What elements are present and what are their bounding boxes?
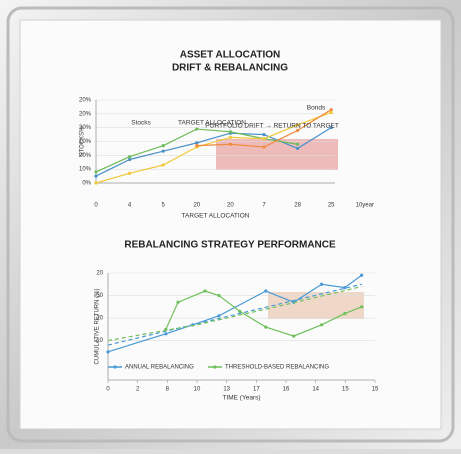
x-tick-label: 15	[372, 387, 379, 393]
marker	[320, 323, 324, 327]
x-tick-label: 10year	[356, 203, 374, 209]
y-axis-label: STOCKS%	[80, 126, 86, 157]
legend-label: ANNUAL REBALANCING	[125, 365, 194, 371]
marker	[217, 314, 221, 318]
x-tick-label: 8	[166, 387, 170, 393]
legend-marker	[213, 365, 217, 369]
annotation: Stocks	[131, 120, 151, 127]
marker	[262, 145, 266, 149]
marker	[264, 289, 268, 293]
y-tick-label: 0%	[82, 181, 91, 187]
marker	[329, 126, 333, 130]
marker	[296, 123, 300, 127]
series-line	[165, 290, 362, 337]
series-line	[107, 283, 362, 346]
marker	[195, 127, 199, 131]
marker	[176, 300, 180, 304]
marker	[262, 132, 266, 137]
marker	[128, 171, 132, 175]
marker	[94, 181, 98, 185]
marker	[195, 141, 199, 145]
chart-title: ASSET ALLOCATION	[180, 50, 281, 61]
marker	[217, 293, 221, 298]
shaded-region	[268, 292, 364, 319]
x-tick-label: 0	[106, 387, 110, 393]
x-tick-label: 0	[94, 203, 98, 209]
marker	[296, 142, 300, 146]
x-tick-label: 20	[227, 203, 234, 209]
marker	[329, 108, 333, 112]
marker	[360, 273, 364, 277]
marker	[94, 174, 98, 178]
y-tick-label: 20	[96, 271, 103, 277]
marker	[228, 130, 232, 134]
x-tick-label: 5	[162, 203, 166, 209]
marker	[264, 325, 268, 329]
panel	[19, 19, 442, 430]
x-tick-label: 15	[342, 387, 349, 393]
chart-title: DRIFT & REBALANCING	[172, 63, 288, 74]
series-line	[95, 127, 332, 177]
marker	[292, 334, 296, 338]
x-axis-label: TIME (Years)	[222, 395, 260, 402]
marker	[195, 144, 199, 148]
chart-title: REBALANCING STRATEGY PERFORMANCE	[124, 240, 336, 251]
marker	[228, 135, 232, 139]
marker	[343, 286, 347, 290]
frame-ornament	[6, 6, 455, 443]
x-tick-label: 2	[136, 387, 140, 393]
marker	[203, 289, 207, 293]
x-tick-label: 17	[253, 387, 260, 393]
y-tick-label: 20	[96, 316, 103, 322]
marker	[94, 170, 98, 174]
annotation: Bonds	[307, 105, 326, 112]
marker	[320, 282, 324, 286]
legend-marker	[113, 365, 117, 369]
marker	[360, 305, 364, 309]
x-axis-label: TARGET ALLOCATION	[182, 213, 250, 220]
annotation: TARGET ALLOCATION	[178, 120, 246, 127]
marker	[296, 146, 300, 151]
y-tick-label: 20%	[79, 111, 92, 117]
annotation: PORTFOLIO DRIFT → RETURN TO TARGET	[205, 123, 339, 130]
y-tick-label: 10	[96, 338, 103, 344]
marker	[296, 128, 300, 133]
y-tick-label: 10%	[79, 167, 92, 173]
x-tick-label: 16	[283, 387, 290, 393]
marker	[238, 309, 242, 313]
marker	[128, 155, 132, 159]
y-axis-label: CUMULATIVE RETURN (%)	[95, 289, 101, 365]
y-tick-label: 10%	[79, 139, 92, 145]
marker	[106, 350, 110, 354]
y-tick-label: 30	[96, 293, 103, 299]
series-line	[95, 111, 332, 184]
x-tick-label: 7	[262, 203, 266, 209]
x-tick-label: 10	[194, 387, 201, 393]
x-tick-label: 25	[328, 203, 335, 209]
y-tick-label: 30%	[79, 125, 92, 131]
y-tick-label: 20%	[79, 153, 92, 159]
x-tick-label: 13	[223, 387, 230, 393]
x-tick-label: 4	[128, 203, 132, 209]
marker	[329, 110, 333, 115]
marker	[161, 144, 165, 148]
marker	[164, 332, 168, 336]
series-line	[107, 285, 362, 342]
shaded-region	[216, 139, 338, 170]
marker	[128, 157, 132, 162]
marker	[343, 311, 347, 316]
y-tick-label: 20%	[79, 98, 92, 104]
marker	[262, 137, 266, 141]
x-tick-label: 20	[193, 203, 200, 209]
marker	[228, 142, 232, 146]
marker	[161, 149, 165, 153]
legend-label: THRESHOLD-BASED REBALANCING	[225, 365, 329, 371]
x-tick-label: 14	[312, 387, 319, 393]
x-tick-label: 28	[294, 203, 301, 209]
marker	[161, 163, 165, 167]
